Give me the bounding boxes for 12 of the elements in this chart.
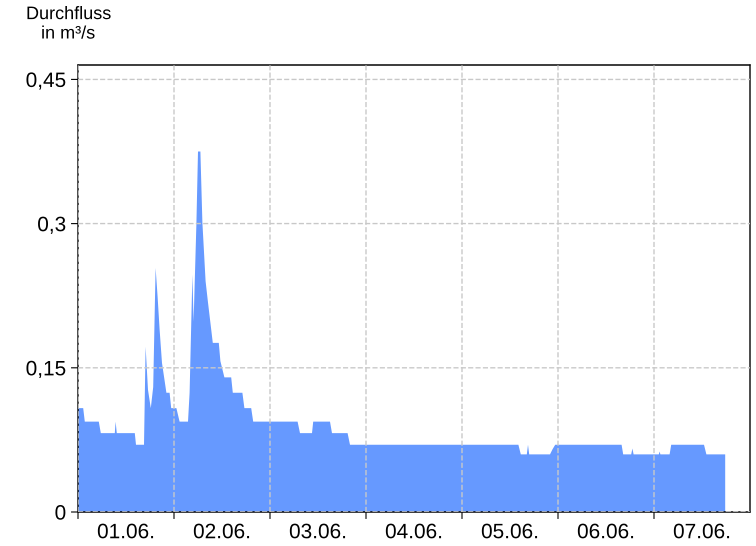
y-tick-label: 0,45 — [26, 72, 66, 90]
y-axis-title: Durchfluss in m³/s — [27, 6, 111, 39]
x-tick-label: 06.06. — [578, 524, 634, 538]
y-tick-label: 0,3 — [38, 216, 66, 234]
y-tick-label: 0 — [55, 505, 66, 520]
x-tick-label: 01.06. — [98, 524, 154, 538]
x-tick-label: 03.06. — [290, 524, 346, 538]
x-tick-label: 04.06. — [386, 524, 442, 538]
x-tick-label: 07.06. — [674, 524, 730, 538]
y-tick-label: 0,15 — [26, 360, 66, 378]
x-tick-label: 02.06. — [194, 524, 250, 538]
x-tick-label: 05.06. — [482, 524, 538, 538]
